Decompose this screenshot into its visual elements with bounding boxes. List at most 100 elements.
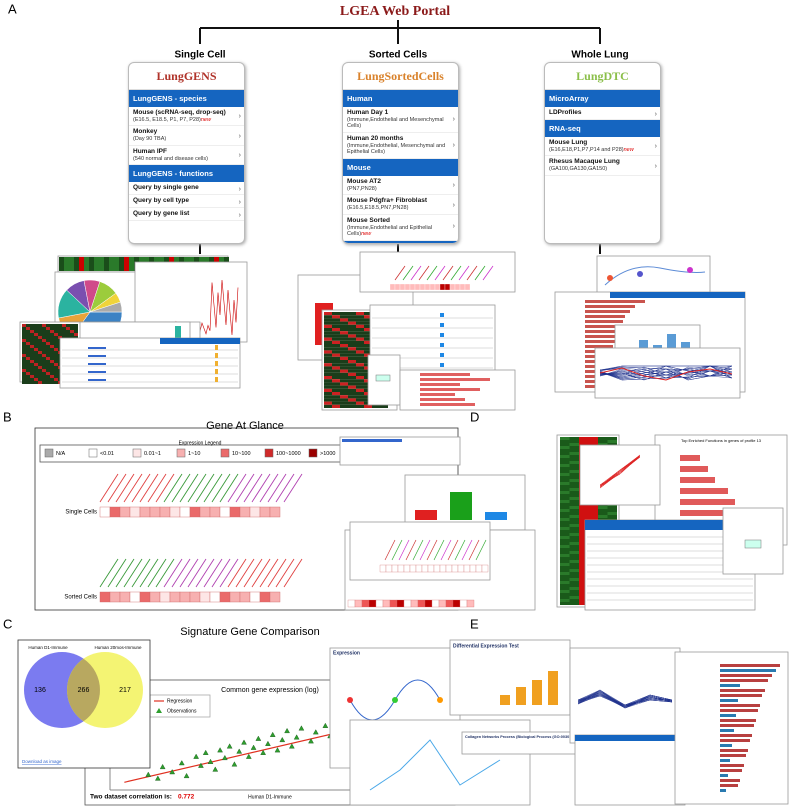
heatmap-cell [438, 599, 447, 608]
gene-label [259, 558, 279, 588]
heatmap-cell [46, 342, 50, 345]
heatmap-cell [30, 336, 34, 339]
heatmap-cell [26, 324, 30, 327]
panel-title: Gene At Glance [206, 420, 284, 432]
gene-label [203, 473, 223, 503]
heatmap-cell [348, 350, 356, 354]
heatmap-cell [324, 372, 332, 376]
heatmap-cell [38, 345, 42, 348]
heatmap-cell [259, 591, 271, 603]
heatmap-cell [348, 398, 356, 402]
heatmap-cell [22, 333, 26, 336]
line-thumb [599, 456, 641, 489]
heatmap-cell [54, 354, 58, 357]
heatmap-cell [364, 328, 372, 332]
heatmap-cell [50, 366, 54, 369]
heatmap-cell [569, 578, 579, 581]
heatmap-cell [54, 375, 58, 378]
heatmap-cell [569, 506, 579, 509]
heatmap-cell [54, 357, 58, 360]
scatter-point [245, 753, 252, 759]
heatmap-cell [445, 564, 453, 573]
gene-label [251, 558, 271, 588]
heatmap-cell [389, 599, 398, 608]
item-name: LDProfiles [549, 109, 582, 116]
heatmap-cell [26, 357, 30, 360]
gene-label [405, 539, 417, 561]
hbar-thumb [720, 774, 728, 777]
hbar-thumb [420, 373, 470, 376]
heatmap-cell [569, 560, 579, 563]
heatmap-cell [560, 494, 570, 497]
heatmap-cell [560, 506, 570, 509]
heatmap-cell [42, 375, 46, 378]
hbar-thumb [585, 315, 625, 318]
heatmap-cell [22, 324, 26, 327]
heatmap-cell [348, 328, 356, 332]
heatmap-cell [46, 381, 50, 384]
heatmap-cell [239, 506, 251, 518]
heatmap-cell [149, 591, 161, 603]
heatmap-cell [364, 312, 372, 316]
heatmap-cell [364, 334, 372, 338]
heatmap-cell [579, 569, 589, 572]
heatmap-cell [340, 347, 348, 351]
heatmap-cell [391, 564, 399, 573]
hbar-thumb [720, 744, 732, 747]
heatmap-cell [560, 440, 570, 443]
dot-thumb [437, 697, 443, 703]
heatmap-cell [54, 333, 58, 336]
heatmap-cell [588, 518, 598, 521]
hbar-thumb [720, 739, 750, 742]
heatmap-cell [560, 527, 570, 530]
heatmap-cell [22, 366, 26, 369]
heatmap-cell [34, 369, 38, 372]
item-detail: (Day 90 TBA) [133, 136, 167, 143]
heatmap-cell [403, 599, 412, 608]
chevron: › [452, 141, 455, 149]
heatmap-cell [569, 593, 579, 596]
heatmap-cell [66, 330, 70, 333]
heatmap-cell [569, 497, 579, 500]
item-detail: (Immune,Endothelial and Epithelial Cells… [347, 224, 432, 238]
heatmap-cell [38, 342, 42, 345]
heatmap-cell [364, 318, 372, 322]
scatter-point [159, 763, 166, 770]
gene-label [211, 473, 231, 503]
heatmap-cell [356, 356, 364, 360]
heatmap-cell [34, 381, 38, 384]
gene-label [147, 473, 167, 503]
app-card: LungSortedCells Human Human Day 1 (Immune,E… [342, 62, 459, 244]
heatmap-cell [340, 331, 348, 335]
heatmap-cell [569, 527, 579, 530]
heatmap-cell [560, 575, 570, 578]
heatmap-cell [42, 351, 46, 354]
heatmap-cell [46, 375, 50, 378]
heatmap-cell [375, 599, 384, 608]
heatmap-cell [104, 257, 109, 271]
heatmap-cell [340, 321, 348, 325]
legend-label: 100~1000 [276, 451, 301, 457]
heatmap-cell [569, 542, 579, 545]
heatmap-cell [38, 327, 42, 330]
gene-label [115, 558, 135, 588]
heatmap-cell [159, 506, 171, 518]
heatmap-cell [451, 564, 459, 573]
heatmap-cell [372, 404, 380, 408]
gene-label [123, 473, 143, 503]
heatmap-cell [30, 360, 34, 363]
chevron: › [238, 113, 241, 121]
hbar-thumb [720, 669, 776, 672]
heatmap-cell [364, 347, 372, 351]
heatmap-cell [30, 330, 34, 333]
heatmap-cell [54, 372, 58, 375]
heatmap-cell [199, 506, 211, 518]
scatter-point [274, 747, 281, 753]
heatmap-cell [22, 357, 26, 360]
heatmap-cell [46, 339, 50, 342]
heatmap-cell [579, 437, 589, 440]
heatmap-cell [560, 437, 570, 440]
heatmap-cell [54, 351, 58, 354]
heatmap-cell [560, 461, 570, 464]
heatmap-cell [50, 360, 54, 363]
